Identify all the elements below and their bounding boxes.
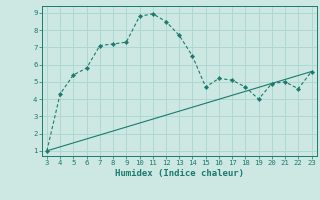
- X-axis label: Humidex (Indice chaleur): Humidex (Indice chaleur): [115, 169, 244, 178]
